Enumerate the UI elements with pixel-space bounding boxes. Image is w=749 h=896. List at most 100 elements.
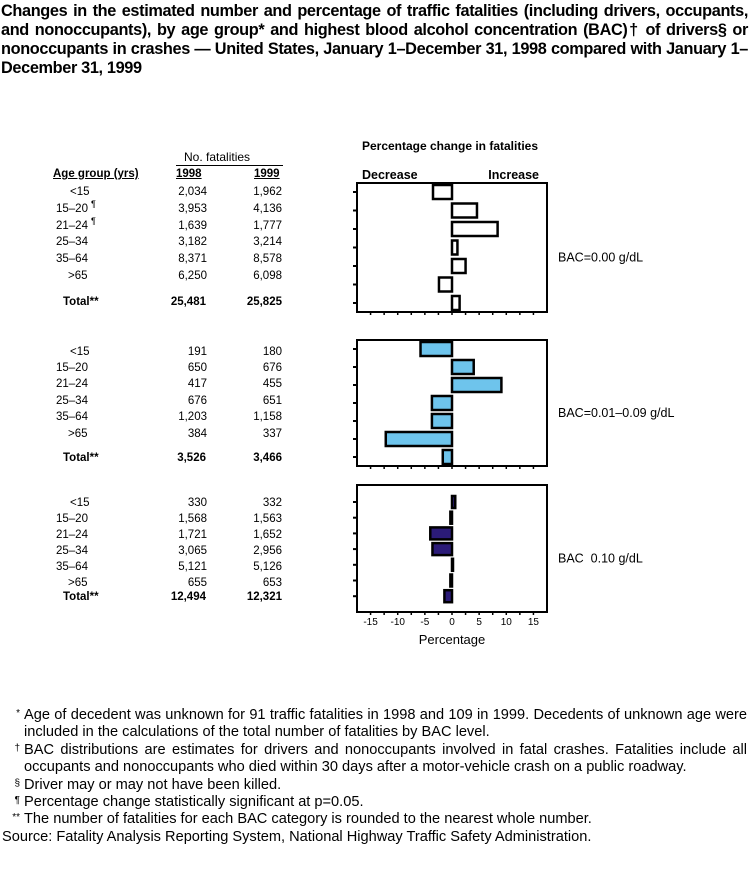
- count-1998-cell: 3,182: [178, 236, 207, 248]
- count-1999-cell: 8,578: [253, 253, 282, 265]
- count-1999-cell: 2,956: [253, 545, 282, 557]
- count-1999-cell: 676: [262, 362, 282, 374]
- col-header-age: Age group (yrs): [53, 168, 139, 180]
- age-group-cell: 21–24: [56, 378, 88, 390]
- total-1999-cell: 3,466: [253, 452, 282, 464]
- count-1998-cell: 1,639: [178, 220, 207, 232]
- bar-<15: [419, 340, 454, 358]
- age-group-cell: <15: [70, 186, 90, 198]
- count-1999-cell: 4,136: [253, 203, 282, 215]
- footnote: ** The number of fatalities for each BAC …: [0, 811, 749, 828]
- group-header: No. fatalities: [184, 150, 251, 164]
- bar-Total: [450, 294, 461, 312]
- x-tick-label: 5: [476, 617, 482, 628]
- bar-25–34: [431, 541, 454, 557]
- count-1998-cell: 6,250: [178, 270, 207, 282]
- total-1998-cell: 25,481: [170, 296, 206, 308]
- bar->65: [437, 276, 454, 293]
- bar-Total: [441, 448, 454, 466]
- total-1999-cell: 25,825: [246, 296, 282, 308]
- footnote: ¶ Percentage change statistically signifi…: [0, 794, 749, 811]
- footnote-text: The number of fatalities for each BAC ca…: [24, 811, 592, 828]
- age-group-cell: 35–64: [56, 253, 88, 265]
- count-1999-cell: 1,962: [253, 186, 282, 198]
- count-1999-cell: 1,158: [253, 411, 282, 423]
- count-1999-cell: 180: [262, 346, 282, 358]
- bar-<15: [431, 183, 454, 201]
- count-1998-cell: 655: [187, 577, 207, 589]
- total-1999-cell: 12,321: [246, 591, 282, 603]
- count-1998-cell: 676: [187, 395, 207, 407]
- age-group-cell: >65: [68, 428, 88, 440]
- count-1998-cell: 1,568: [178, 513, 207, 525]
- footnote-text: Percentage change statistically signific…: [24, 794, 364, 811]
- bar-35–64: [450, 557, 455, 573]
- age-group-cell: <15: [70, 346, 90, 358]
- count-1999-cell: 1,777: [253, 220, 282, 232]
- footnote-mark: **: [12, 812, 20, 824]
- x-tick-label: 15: [528, 617, 540, 628]
- bar-15–20: [450, 202, 479, 219]
- count-1998-cell: 2,034: [178, 186, 207, 198]
- bar->65: [449, 573, 454, 588]
- age-group-cell: 15–20: [56, 513, 88, 525]
- count-1998-cell: 8,371: [178, 253, 207, 265]
- bar-21–24: [429, 526, 454, 541]
- age-group-cell: 21–24: [56, 220, 88, 232]
- age-group-cell: 25–34: [56, 545, 88, 557]
- x-tick-label: 0: [449, 617, 455, 628]
- x-tick-label: -15: [363, 617, 378, 628]
- total-1998-cell: 12,494: [170, 591, 206, 603]
- age-group-cell: >65: [68, 577, 88, 589]
- col-header-1999: 1999: [254, 168, 280, 180]
- significance-mark: ¶: [91, 199, 96, 209]
- x-tick-label: -5: [420, 617, 429, 628]
- total-1998-cell: 3,526: [177, 452, 206, 464]
- bar-25–34: [430, 394, 454, 412]
- bar-21–24: [450, 376, 503, 394]
- bar-15–20: [450, 358, 475, 376]
- x-tick-label: 10: [501, 617, 513, 628]
- count-1999-cell: 1,563: [253, 513, 282, 525]
- increase-label: Increase: [488, 168, 539, 182]
- count-1998-cell: 1,721: [178, 529, 207, 541]
- total-label: Total**: [63, 452, 99, 464]
- age-group-cell: <15: [70, 497, 90, 509]
- age-group-cell: 15–20: [56, 362, 88, 374]
- bar->65: [384, 430, 454, 448]
- footnote-mark: ¶: [14, 795, 20, 807]
- bar-15–20: [449, 510, 454, 525]
- age-group-cell: 21–24: [56, 529, 88, 541]
- count-1999-cell: 5,126: [253, 561, 282, 573]
- series-label: BAC=0.00 g/dL: [558, 251, 643, 265]
- figure-title: Changes in the estimated number and perc…: [1, 2, 748, 77]
- footnote-mark: †: [14, 742, 20, 754]
- count-1999-cell: 6,098: [253, 270, 282, 282]
- source-note: Source: Fatality Analysis Reporting Syst…: [2, 828, 592, 845]
- footnote-text: Age of decedent was unknown for 91 traff…: [24, 707, 747, 741]
- footnote-mark: *: [16, 708, 20, 719]
- footnote-text: Driver may or may not have been killed.: [24, 776, 282, 793]
- series-label: BAC 0.10 g/dL: [558, 552, 643, 566]
- footnotes: * Age of decedent was unknown for 91 traf…: [0, 707, 749, 846]
- age-group-cell: 35–64: [56, 561, 88, 573]
- age-group-cell: 25–34: [56, 395, 88, 407]
- footnote: * Age of decedent was unknown for 91 traf…: [0, 707, 749, 742]
- x-axis-label: Percentage: [419, 632, 486, 647]
- footnote: § Driver may or may not have been killed.: [0, 777, 749, 794]
- x-tick-label: -10: [390, 617, 405, 628]
- age-group-cell: 25–34: [56, 236, 88, 248]
- count-1999-cell: 455: [262, 378, 282, 390]
- count-1999-cell: 1,652: [253, 529, 282, 541]
- count-1998-cell: 1,203: [178, 411, 207, 423]
- footnote-text: BAC distributions are estimates for driv…: [24, 741, 747, 776]
- count-1998-cell: 417: [187, 378, 207, 390]
- count-1998-cell: 3,953: [178, 203, 207, 215]
- count-1998-cell: 384: [187, 428, 207, 440]
- total-label: Total**: [63, 591, 99, 603]
- count-1999-cell: 651: [262, 395, 282, 407]
- count-1999-cell: 3,214: [253, 236, 282, 248]
- bar-Total: [443, 588, 454, 604]
- group-header-rule: [176, 165, 283, 166]
